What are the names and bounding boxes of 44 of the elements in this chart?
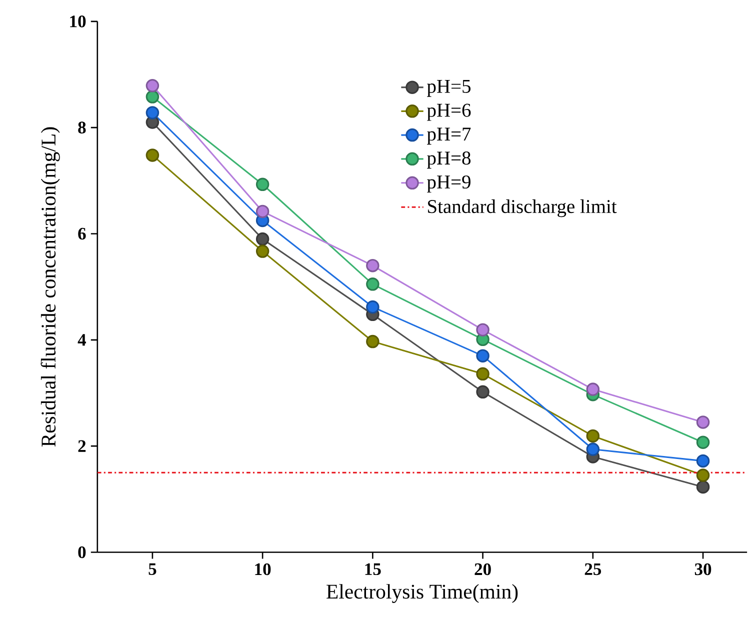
x-axis-title: Electrolysis Time(min): [326, 584, 518, 603]
point: [366, 258, 380, 272]
point: [256, 204, 270, 218]
point: [366, 277, 380, 291]
point: [146, 78, 160, 92]
point: [586, 429, 600, 443]
point: [476, 367, 490, 380]
y-axis-title: Residual fluoride concentration(mg/L): [40, 127, 60, 447]
legend-label: pH=5: [427, 80, 470, 97]
y-tick-label: 8: [78, 122, 86, 134]
point: [256, 178, 270, 191]
legend-label: pH=8: [427, 151, 471, 168]
x-tick-label: 25: [584, 563, 602, 575]
point: [146, 106, 160, 120]
legend-label: Standard discharge limit: [428, 199, 617, 218]
y-tick-label: 6: [78, 228, 86, 240]
point: [256, 232, 270, 246]
legend-label: pH=6: [427, 104, 471, 121]
point: [586, 442, 600, 456]
x-tick-label: 20: [474, 563, 491, 576]
point: [146, 148, 160, 162]
point: [586, 382, 600, 396]
y-tick-label: 10: [70, 15, 86, 28]
point: [476, 323, 490, 336]
y-tick-label: 4: [78, 334, 86, 346]
y-tick-label: 2: [78, 440, 86, 452]
point: [366, 300, 380, 314]
point: [476, 349, 490, 362]
point: [256, 244, 270, 258]
point: [366, 334, 380, 348]
point: [476, 385, 490, 398]
legend-label: pH=9: [427, 175, 470, 192]
point: [696, 415, 710, 429]
point: [146, 90, 160, 104]
point: [696, 454, 710, 468]
x-tick-label: 30: [694, 563, 712, 576]
point: [696, 468, 710, 482]
point: [696, 480, 710, 494]
y-tick-label: 0: [78, 546, 86, 558]
x-tick-label: 10: [255, 563, 271, 576]
x-tick-label: 15: [365, 563, 381, 575]
x-tick-label: 5: [148, 563, 156, 575]
point: [696, 436, 710, 449]
legend-label: pH=7: [427, 128, 471, 145]
